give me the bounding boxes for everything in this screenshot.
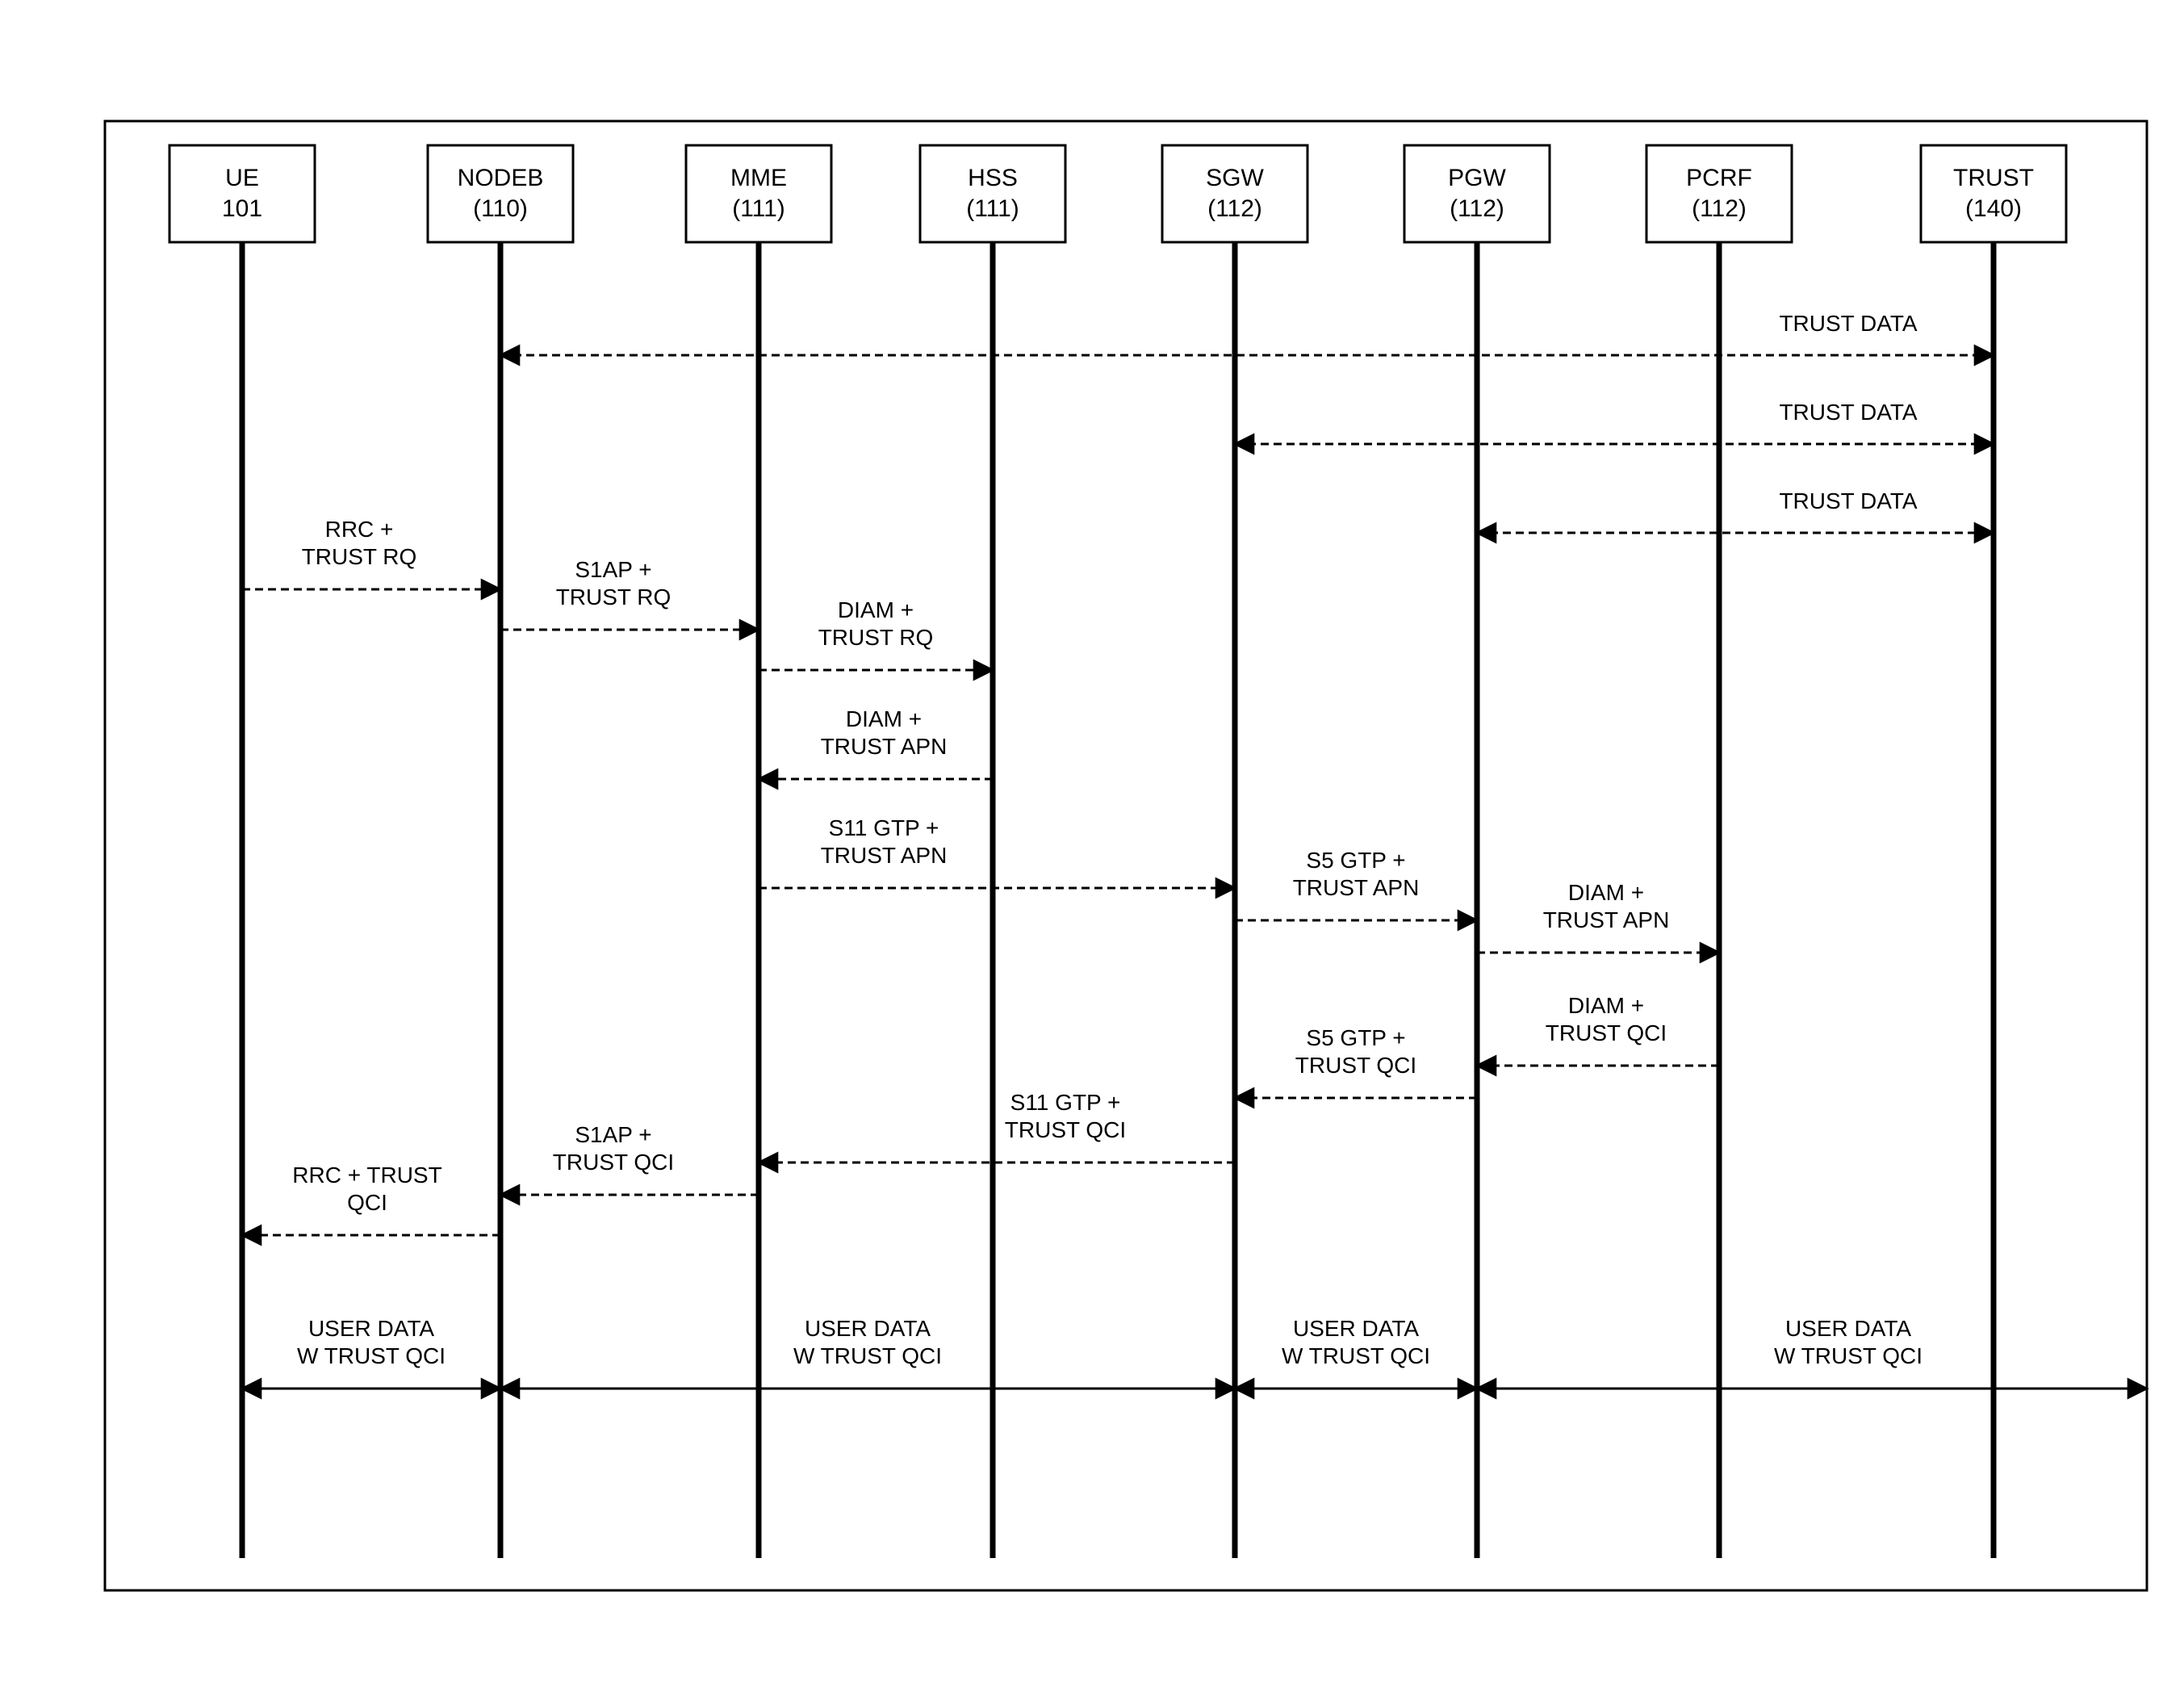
message-label: USER DATA [308, 1316, 434, 1341]
message-9: DIAM +TRUST APN [1477, 880, 1719, 953]
message-label: DIAM + [1568, 880, 1644, 905]
message-7: S11 GTP + TRUST APN [759, 815, 1235, 888]
actor-label-1: PCRF [1686, 165, 1752, 191]
message-12: S11 GTP +TRUST QCI [759, 1090, 1235, 1162]
message-label: DIAM + [1568, 993, 1644, 1018]
message-label: USER DATA [1293, 1316, 1419, 1341]
message-label: QCI [347, 1190, 387, 1215]
actor-label-2: (140) [1965, 195, 2022, 222]
actor-box [1646, 145, 1792, 242]
message-label: W TRUST QCI [1282, 1343, 1430, 1368]
message-label: RRC + TRUST [292, 1162, 441, 1188]
message-label: TRUST QCI [1295, 1053, 1416, 1078]
actor-label-1: PGW [1448, 165, 1506, 191]
actor-box [1921, 145, 2066, 242]
message-0: TRUST DATA [500, 311, 1994, 355]
actor-label-2: 101 [222, 195, 262, 222]
sequence-diagram: UE101NODEB(110)MME(111)HSS(111)SGW(112)P… [32, 32, 2184, 1673]
message-11: S5 GTP + TRUST QCI [1235, 1025, 1477, 1098]
message-label: W TRUST QCI [297, 1343, 446, 1368]
message-6: DIAM + TRUST APN [759, 706, 993, 779]
diagram-border [105, 121, 2147, 1590]
actor-pcrf: PCRF (112) [1646, 145, 1792, 1558]
message-label: TRUST DATA [1779, 488, 1917, 513]
actor-box [428, 145, 573, 242]
message-2: TRUST DATA [1477, 488, 1994, 533]
actor-ue: UE 101 [169, 145, 315, 1558]
message-3: RRC +TRUST RQ [242, 517, 500, 589]
actor-label-2: (110) [473, 195, 528, 222]
message-5: DIAM + TRUST RQ [759, 597, 993, 670]
actor-label-1: MME [730, 165, 787, 191]
message-label: TRUST RQ [556, 584, 672, 610]
message-14: RRC + TRUSTQCI [242, 1162, 500, 1235]
message-label: USER DATA [1785, 1316, 1911, 1341]
actor-box [169, 145, 315, 242]
actor-label-1: NODEB [458, 165, 544, 191]
message-label: S5 GTP + [1306, 1025, 1405, 1050]
actor-box [1404, 145, 1550, 242]
message-label: TRUST RQ [818, 625, 934, 650]
message-17: USER DATAW TRUST QCI [1235, 1316, 1477, 1389]
actor-label-2: (111) [732, 195, 785, 222]
actor-label-2: (112) [1207, 195, 1262, 222]
message-label: S11 GTP + [1010, 1090, 1121, 1115]
message-label: TRUST DATA [1779, 400, 1917, 425]
message-label: TRUST APN [1293, 875, 1420, 900]
actor-box [686, 145, 831, 242]
message-label: TRUST QCI [1005, 1117, 1126, 1142]
message-label: DIAM + [838, 597, 914, 622]
actor-nodeb: NODEB (110) [428, 145, 573, 1558]
actor-label-1: UE [225, 165, 259, 191]
message-16: USER DATAW TRUST QCI [500, 1316, 1235, 1389]
message-15: USER DATAW TRUST QCI [242, 1316, 500, 1389]
message-label: TRUST APN [821, 734, 948, 759]
message-13: S1AP + TRUST QCI [500, 1122, 759, 1195]
message-label: TRUST QCI [1546, 1020, 1667, 1045]
actor-label-1: TRUST [1953, 165, 2034, 191]
actor-label-1: HSS [968, 165, 1018, 191]
actor-trust: TRUST (140) [1921, 145, 2066, 1558]
message-label: DIAM + [846, 706, 922, 731]
message-label: TRUST DATA [1779, 311, 1917, 336]
message-8: S5 GTP +TRUST APN [1235, 848, 1477, 920]
message-10: DIAM +TRUST QCI [1477, 993, 1719, 1066]
message-label: W TRUST QCI [1774, 1343, 1923, 1368]
message-label: TRUST APN [1543, 907, 1670, 932]
actor-label-2: (112) [1692, 195, 1747, 222]
message-label: TRUST QCI [553, 1150, 674, 1175]
message-label: TRUST APN [821, 843, 948, 868]
message-18: USER DATAW TRUST QCI [1477, 1316, 2147, 1389]
actor-label-2: (111) [966, 195, 1019, 222]
message-4: S1AP +TRUST RQ [500, 557, 759, 630]
actor-box [1162, 145, 1307, 242]
message-1: TRUST DATA [1235, 400, 1994, 444]
message-label: S1AP + [575, 1122, 651, 1147]
message-label: USER DATA [805, 1316, 931, 1341]
message-label: S11 GTP + [829, 815, 939, 840]
actor-label-2: (112) [1450, 195, 1504, 222]
message-label: S1AP + [575, 557, 651, 582]
message-label: S5 GTP + [1306, 848, 1405, 873]
message-label: TRUST RQ [302, 544, 417, 569]
actor-label-1: SGW [1206, 165, 1264, 191]
message-label: RRC + [325, 517, 394, 542]
actor-box [920, 145, 1065, 242]
message-label: W TRUST QCI [793, 1343, 942, 1368]
